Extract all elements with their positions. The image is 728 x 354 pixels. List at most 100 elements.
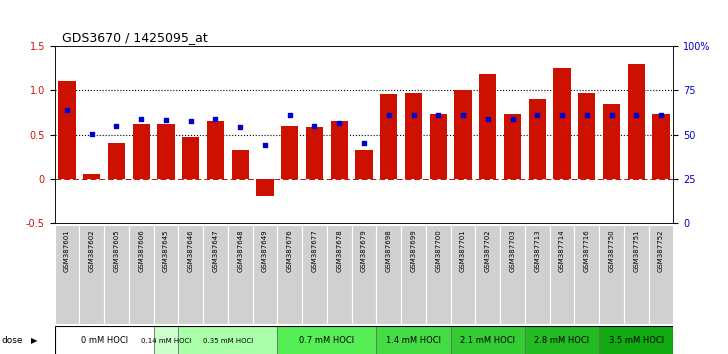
Bar (525, 225, 550, 324)
Bar (550, 225, 574, 324)
Text: GSM387714: GSM387714 (559, 230, 565, 272)
Bar (525, 326, 599, 354)
Bar (207, 121, 224, 179)
Bar (649, 225, 673, 324)
Point (111, 123, 122, 129)
Bar (327, 225, 352, 324)
Bar (306, 127, 323, 179)
Text: 0.7 mM HOCl: 0.7 mM HOCl (299, 336, 355, 345)
Text: GSM387602: GSM387602 (89, 230, 95, 272)
Text: GSM387646: GSM387646 (188, 230, 194, 272)
Text: GSM387647: GSM387647 (213, 230, 218, 272)
Bar (132, 124, 150, 179)
Point (160, 118, 172, 123)
Bar (157, 124, 175, 179)
Bar (451, 326, 525, 354)
Bar (182, 137, 199, 179)
Text: GSM387649: GSM387649 (262, 230, 268, 272)
Bar (603, 104, 620, 179)
Bar (83, 175, 100, 179)
Bar (58, 81, 76, 179)
Point (210, 116, 221, 121)
Bar (454, 90, 472, 179)
Point (630, 112, 642, 118)
Point (531, 112, 543, 118)
Point (135, 116, 147, 121)
Bar (479, 74, 496, 179)
Bar (500, 225, 525, 324)
Bar (277, 225, 302, 324)
Text: GSM387648: GSM387648 (237, 230, 243, 272)
Bar (154, 225, 178, 324)
Bar (652, 114, 670, 179)
Bar (578, 93, 596, 179)
Bar (154, 326, 178, 354)
Bar (599, 326, 673, 354)
Text: ▶: ▶ (31, 336, 38, 345)
Point (358, 141, 370, 146)
Text: GDS3670 / 1425095_at: GDS3670 / 1425095_at (62, 31, 207, 44)
Bar (129, 225, 154, 324)
Text: GSM387699: GSM387699 (411, 230, 416, 273)
Point (606, 112, 617, 118)
Text: GSM387676: GSM387676 (287, 230, 293, 273)
Text: GSM387605: GSM387605 (114, 230, 119, 272)
Bar (355, 149, 373, 179)
Point (383, 112, 395, 118)
Text: GSM387606: GSM387606 (138, 230, 144, 273)
Bar (281, 126, 298, 179)
Point (309, 123, 320, 129)
Bar (624, 225, 649, 324)
Text: 0.14 mM HOCl: 0.14 mM HOCl (141, 338, 191, 344)
Text: GSM387702: GSM387702 (485, 230, 491, 272)
Bar (302, 225, 327, 324)
Bar (232, 150, 249, 179)
Bar (256, 179, 274, 196)
Point (284, 112, 296, 118)
Text: GSM387698: GSM387698 (386, 230, 392, 273)
Text: 3.5 mM HOCl: 3.5 mM HOCl (609, 336, 664, 345)
Bar (430, 114, 447, 179)
Text: 1.4 mM HOCl: 1.4 mM HOCl (386, 336, 441, 345)
Text: 0 mM HOCl: 0 mM HOCl (81, 336, 127, 345)
Text: GSM387677: GSM387677 (312, 230, 317, 273)
Point (482, 116, 494, 121)
Point (234, 125, 246, 130)
Bar (574, 225, 599, 324)
Bar (228, 225, 253, 324)
Point (556, 112, 568, 118)
Point (507, 116, 518, 121)
Text: GSM387751: GSM387751 (633, 230, 639, 272)
Bar (475, 225, 500, 324)
Text: 2.1 mM HOCl: 2.1 mM HOCl (460, 336, 515, 345)
Bar (331, 121, 348, 179)
Bar (178, 225, 203, 324)
Bar (401, 225, 426, 324)
Bar (628, 64, 645, 179)
Bar (178, 326, 277, 354)
Point (457, 112, 469, 118)
Bar (376, 225, 401, 324)
Bar (55, 326, 154, 354)
Text: GSM387750: GSM387750 (609, 230, 614, 272)
Text: GSM387601: GSM387601 (64, 230, 70, 273)
Bar (352, 225, 376, 324)
Bar (504, 114, 521, 179)
Bar (203, 225, 228, 324)
Text: GSM387700: GSM387700 (435, 230, 441, 273)
Bar (277, 326, 376, 354)
Point (61, 107, 73, 113)
Text: GSM387716: GSM387716 (584, 230, 590, 273)
Text: 2.8 mM HOCl: 2.8 mM HOCl (534, 336, 590, 345)
Bar (108, 143, 125, 179)
Text: GSM387701: GSM387701 (460, 230, 466, 273)
Point (432, 112, 444, 118)
Text: GSM387678: GSM387678 (336, 230, 342, 273)
Bar (55, 225, 79, 324)
Bar (79, 225, 104, 324)
Point (408, 112, 419, 118)
Bar (104, 225, 129, 324)
Bar (599, 225, 624, 324)
Point (259, 142, 271, 148)
Point (86, 131, 98, 136)
